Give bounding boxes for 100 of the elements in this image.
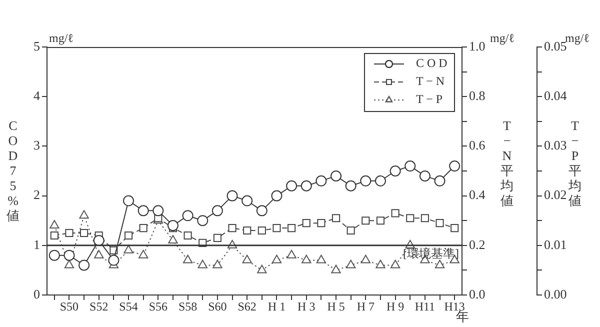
x-tick-label: S50 bbox=[60, 299, 79, 314]
x-tick-label: S62 bbox=[238, 299, 256, 314]
point bbox=[419, 170, 430, 182]
point bbox=[65, 228, 74, 238]
point bbox=[450, 224, 459, 232]
legend-label: T − N bbox=[416, 74, 445, 88]
point bbox=[64, 250, 75, 261]
x-tick-label: S56 bbox=[148, 299, 168, 314]
point bbox=[184, 231, 192, 240]
y-tick-label: 5 bbox=[34, 38, 40, 54]
point bbox=[213, 234, 222, 242]
point bbox=[50, 231, 58, 240]
point bbox=[198, 260, 208, 268]
point bbox=[331, 264, 341, 274]
y3-tick-label: 0.05 bbox=[544, 38, 567, 54]
point bbox=[138, 205, 149, 216]
point bbox=[288, 224, 296, 232]
y3-tick-label: 0.02 bbox=[544, 187, 567, 202]
x-tick-label: H 5 bbox=[327, 299, 345, 314]
text: mg/ℓ bbox=[565, 31, 590, 46]
point bbox=[316, 254, 326, 264]
y3-tick-label: 0.03 bbox=[544, 138, 567, 153]
point bbox=[376, 216, 385, 225]
point bbox=[93, 234, 104, 246]
point bbox=[436, 219, 444, 228]
point bbox=[167, 220, 178, 232]
y3-tick-label: 0.01 bbox=[544, 236, 567, 252]
point bbox=[212, 205, 223, 216]
y-tick-label: 4 bbox=[34, 88, 40, 104]
point bbox=[124, 231, 133, 240]
point bbox=[124, 244, 134, 254]
point bbox=[197, 215, 208, 226]
y2-tick-label: 0.2 bbox=[469, 236, 486, 252]
point bbox=[258, 226, 266, 235]
y3-axis-title: T−P平均値 bbox=[568, 118, 582, 208]
x-tick-label: S60 bbox=[208, 299, 227, 314]
y2-tick-label: 1.0 bbox=[469, 38, 486, 54]
legend-label: T − P bbox=[416, 92, 443, 106]
ref-line-label: [環境基準] bbox=[403, 246, 459, 261]
y-axis-title: COD75%値 bbox=[6, 118, 20, 223]
point bbox=[78, 260, 90, 271]
y-tick-label: 0 bbox=[34, 286, 40, 302]
point bbox=[48, 250, 60, 261]
x-tick-label: S58 bbox=[178, 299, 198, 314]
point bbox=[138, 250, 148, 258]
point bbox=[168, 234, 178, 244]
text: mg/ℓ bbox=[49, 31, 74, 46]
point bbox=[108, 254, 120, 266]
point bbox=[317, 219, 326, 228]
point bbox=[374, 175, 386, 186]
y-tick-label: 3 bbox=[34, 138, 40, 153]
point bbox=[434, 175, 446, 186]
y2-tick-label: 0.0 bbox=[469, 286, 486, 302]
point bbox=[228, 224, 236, 232]
point bbox=[152, 205, 164, 216]
point bbox=[390, 260, 400, 268]
point bbox=[346, 226, 355, 235]
x-tick-label: H 7 bbox=[356, 299, 374, 314]
point bbox=[226, 190, 238, 202]
y2-axis-title: T−N平均値 bbox=[500, 118, 514, 208]
point bbox=[64, 260, 74, 268]
point bbox=[50, 220, 60, 229]
point bbox=[243, 226, 252, 235]
point bbox=[434, 260, 445, 268]
point bbox=[300, 180, 312, 192]
point bbox=[362, 216, 370, 225]
point bbox=[330, 170, 342, 182]
point bbox=[257, 264, 267, 274]
point bbox=[360, 254, 370, 264]
y3-tick-label: 0.00 bbox=[544, 286, 567, 302]
x-tick-label: S54 bbox=[119, 299, 138, 314]
point bbox=[242, 195, 253, 206]
point bbox=[286, 180, 298, 192]
x-tick-label: H 3 bbox=[298, 299, 316, 314]
y2-tick-label: 0.6 bbox=[469, 138, 486, 153]
y-tick-label: 2 bbox=[34, 187, 40, 202]
point bbox=[123, 195, 134, 206]
point bbox=[256, 205, 268, 216]
point bbox=[346, 260, 356, 268]
point bbox=[272, 254, 282, 264]
x-tick-label: H11 bbox=[414, 299, 436, 314]
point bbox=[360, 175, 372, 186]
point bbox=[242, 254, 252, 264]
x-tick-label: S52 bbox=[90, 299, 108, 314]
point bbox=[212, 260, 222, 268]
y3-tick-label: 0.04 bbox=[544, 88, 568, 104]
point bbox=[80, 228, 88, 238]
point bbox=[391, 209, 400, 218]
point bbox=[94, 250, 104, 258]
x-axis-title: 年 bbox=[456, 309, 469, 326]
y-tick-label: 1 bbox=[34, 236, 40, 252]
y2-tick-label: 0.4 bbox=[469, 187, 486, 202]
point bbox=[302, 219, 310, 228]
x-tick-label: H 1 bbox=[268, 299, 286, 314]
text: mg/ℓ bbox=[490, 31, 515, 46]
point bbox=[404, 160, 416, 172]
point bbox=[316, 175, 327, 186]
legend-label: C O D bbox=[416, 56, 448, 70]
point bbox=[406, 214, 414, 222]
point bbox=[286, 250, 296, 258]
